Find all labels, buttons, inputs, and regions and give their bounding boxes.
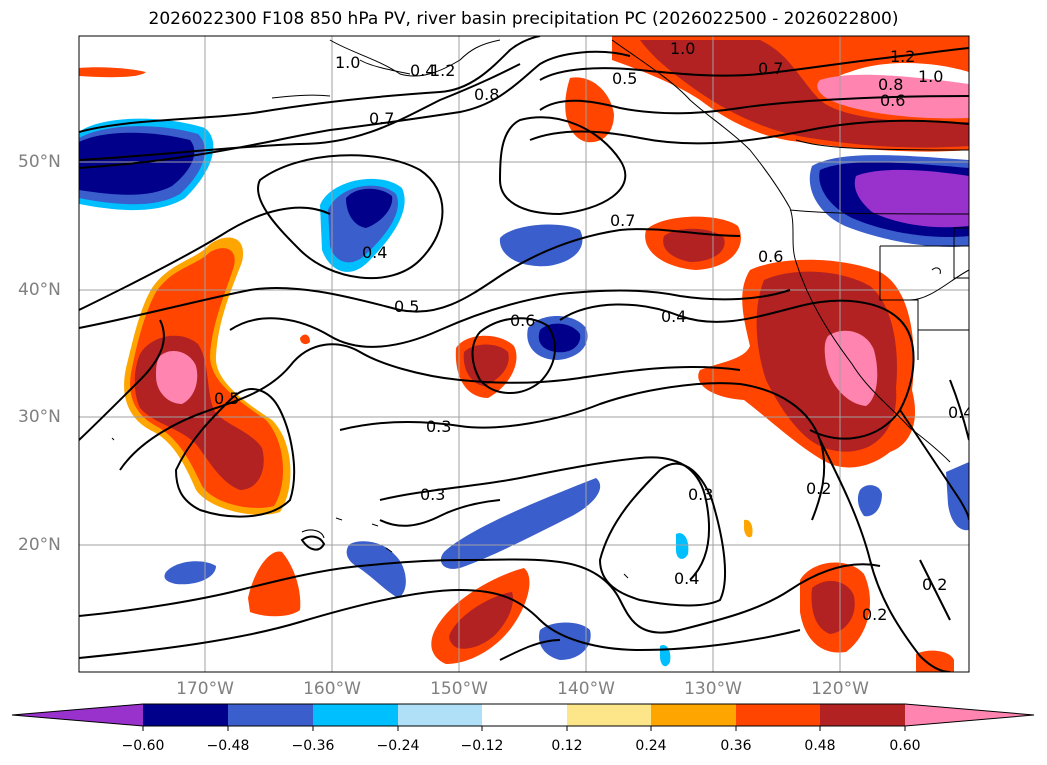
colorbar-segment xyxy=(482,704,567,726)
colorbar-tick-label: 0.48 xyxy=(804,738,836,754)
colorbar-tick-label: 0.60 xyxy=(889,738,921,754)
contour-label: 0.4 xyxy=(948,403,973,422)
precip-pos-south xyxy=(248,519,954,672)
lat-label: 20°N xyxy=(18,535,61,555)
colorbar-segment xyxy=(313,704,398,726)
contour-label: 0.5 xyxy=(214,389,239,408)
colorbar-segment xyxy=(736,704,820,726)
contour-label: 0.8 xyxy=(474,85,499,104)
contour-label: 0.7 xyxy=(369,109,394,128)
contour-label: 0.6 xyxy=(758,247,783,266)
colorbar-extend-high xyxy=(905,704,1034,726)
colorbar-tick-label: −0.36 xyxy=(291,738,335,754)
lon-label: 140°W xyxy=(557,679,615,699)
lat-label: 30°N xyxy=(18,407,61,427)
colorbar-extend-low xyxy=(12,704,143,726)
contour-label: 0.4 xyxy=(362,243,387,262)
colorbar-tick-label: −0.60 xyxy=(121,738,165,754)
contour-label: 0.7 xyxy=(610,211,635,230)
contour-label: 1.0 xyxy=(670,39,695,58)
precip-neg-central-north xyxy=(320,178,405,272)
colorbar-segment xyxy=(651,704,736,726)
lon-label: 150°W xyxy=(430,679,488,699)
contour-label: 0.6 xyxy=(880,91,905,110)
contour-label: 1.0 xyxy=(918,67,943,86)
contour-label: 0.2 xyxy=(806,479,831,498)
contour-label: 0.3 xyxy=(420,485,445,504)
colorbar-tick-label: −0.12 xyxy=(460,738,504,754)
contour-label: 1.2 xyxy=(430,61,455,80)
pv-contour-labels: 1.0 1.2 0.8 0.7 0.5 0.4 0.7 0.4 0.5 0.6 … xyxy=(214,39,973,624)
lat-label: 50°N xyxy=(18,152,61,172)
map-plot-area: 1.0 1.2 0.8 0.7 0.5 0.4 0.7 0.4 0.5 0.6 … xyxy=(79,36,973,672)
contour-label: 0.2 xyxy=(862,605,887,624)
contour-label: 1.2 xyxy=(890,47,915,66)
pv-contours xyxy=(79,36,969,672)
colorbar xyxy=(11,703,1035,731)
contour-label: 0.7 xyxy=(758,59,783,78)
map-title: 2026022300 F108 850 hPa PV, river basin … xyxy=(148,9,899,29)
contour-label: 0.4 xyxy=(674,569,699,588)
colorbar-segment xyxy=(567,704,651,726)
contour-label: 0.5 xyxy=(612,69,637,88)
contour-label: 0.2 xyxy=(922,575,947,594)
colorbar-tick-label: −0.48 xyxy=(206,738,250,754)
precip-neg-south xyxy=(164,462,969,667)
contour-label: 0.4 xyxy=(661,307,686,326)
colorbar-segment xyxy=(398,704,482,726)
lon-label: 130°W xyxy=(684,679,742,699)
colorbar-tick-label: 0.36 xyxy=(720,738,752,754)
contour-label: 0.4 xyxy=(410,61,435,80)
colorbar-tick-label: 0.12 xyxy=(551,738,583,754)
precip-neg-mid xyxy=(499,224,583,267)
precip-pos-california xyxy=(698,259,916,468)
precip-neg-central xyxy=(527,316,588,360)
lon-label: 120°W xyxy=(811,679,869,699)
lat-label: 40°N xyxy=(18,280,61,300)
contour-label: 0.5 xyxy=(394,297,419,316)
lon-label: 170°W xyxy=(176,679,234,699)
colorbar-tick-label: −0.24 xyxy=(376,738,420,754)
precip-neg-ne xyxy=(809,155,969,247)
precip-neg-nw xyxy=(79,118,214,211)
contour-label: 0.6 xyxy=(510,311,535,330)
lon-label: 160°W xyxy=(303,679,361,699)
precip-pos-nw-strip xyxy=(79,67,146,78)
colorbar-segment xyxy=(143,704,228,726)
contour-label: 0.3 xyxy=(688,485,713,504)
map-frame xyxy=(78,35,970,673)
contour-label: 0.8 xyxy=(878,75,903,94)
colorbar-segment xyxy=(228,704,313,726)
colorbar-tick-label: 0.24 xyxy=(635,738,667,754)
contour-label: 0.3 xyxy=(426,417,451,436)
coastlines xyxy=(111,39,969,579)
contour-label: 1.0 xyxy=(335,53,360,72)
colorbar-segment xyxy=(820,704,905,726)
